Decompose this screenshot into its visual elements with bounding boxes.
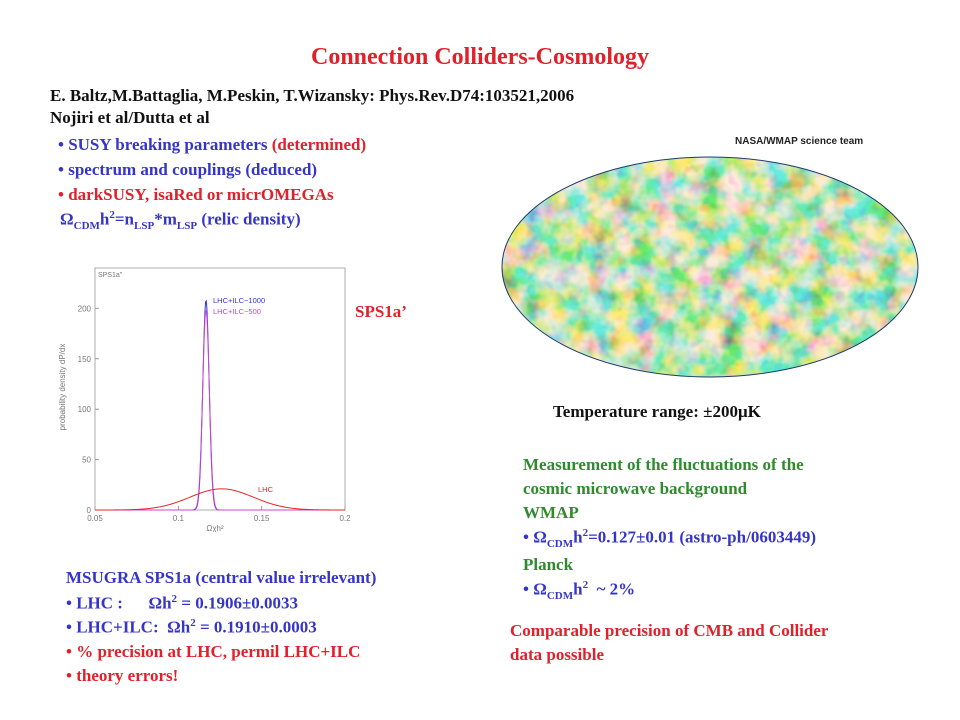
series-line	[95, 488, 345, 511]
y-tick-label: 0	[87, 506, 92, 515]
series-line	[95, 309, 345, 511]
conclusion-line-1: Comparable precision of CMB and Collider	[510, 621, 829, 640]
x-axis-label: Ωχh²	[206, 524, 224, 532]
chart-title: SPS1a"	[98, 272, 123, 279]
conclusion-line-2: data possible	[510, 645, 604, 664]
x-tick-label: 0.1	[173, 514, 185, 523]
planck-value: • ΩCDMh2 ~ 2%	[523, 579, 636, 603]
legend-label: LHC+ILC−500	[213, 307, 261, 316]
series-line	[95, 299, 345, 511]
wmap-value: • ΩCDMh2=0.127±0.01 (astro-ph/0603449)	[523, 527, 816, 551]
msugra-precision: • % precision at LHC, permil LHC+ILC	[66, 642, 361, 661]
x-tick-label: 0.2	[339, 514, 351, 523]
bullet-spectrum: • spectrum and couplings (deduced)	[58, 160, 318, 179]
planck-label: Planck	[523, 555, 574, 574]
msugra-heading: MSUGRA SPS1a (central value irrelevant)	[66, 568, 377, 587]
y-tick-label: 50	[82, 456, 91, 465]
x-tick-label: 0.05	[87, 514, 103, 523]
y-tick-label: 150	[78, 355, 92, 364]
nasa-credit: NASA/WMAP science team	[735, 136, 864, 147]
author-line-2: Nojiri et al/Dutta et al	[50, 108, 210, 127]
bullet-note: (determined)	[271, 135, 367, 154]
bullet-text: SUSY breaking parameters	[68, 135, 268, 154]
x-tick-label: 0.15	[254, 514, 270, 523]
bullet-susy: • SUSY breaking parameters (determined)	[58, 135, 367, 154]
measurement-line-2: cosmic microwave background	[523, 479, 748, 498]
relic-density-chart: 0.05 0.1 0.15 0.2 0 50 100 150 200 SPS1a" Ωχh² prob…	[58, 267, 351, 532]
temperature-range: Temperature range: ±200μK	[553, 402, 761, 421]
legend-label: LHC+ILC−1000	[213, 296, 265, 305]
bullet-darksusy: • darkSUSY, isaRed or micrOMEGAs	[58, 185, 334, 204]
bullet-text: darkSUSY, isaRed or micrOMEGAs	[68, 185, 334, 204]
y-axis-label: probability density dP/dx	[58, 344, 67, 431]
y-tick-label: 100	[78, 405, 92, 414]
legend-label: LHC	[258, 485, 274, 494]
relic-formula: ΩCDMh2=nLSP*mLSP (relic density)	[60, 209, 301, 233]
bullet-text: spectrum and couplings (deduced)	[68, 160, 318, 179]
measurement-line-1: Measurement of the fluctuations of the	[523, 455, 804, 474]
page-title: Connection Colliders-Cosmology	[311, 44, 649, 70]
msugra-lhcilc: • LHC+ILC: Ωh2 = 0.1910±0.0003	[66, 617, 317, 637]
msugra-theory: • theory errors!	[66, 666, 179, 685]
author-line: E. Baltz,M.Battaglia, M.Peskin, T.Wizans…	[50, 86, 575, 105]
cmb-sky-map	[501, 156, 919, 378]
y-tick-label: 200	[78, 304, 92, 313]
wmap-label: WMAP	[523, 503, 579, 522]
msugra-lhc: • LHC : Ωh2 = 0.1906±0.0033	[66, 593, 299, 613]
sps-label: SPS1a’	[355, 302, 407, 321]
